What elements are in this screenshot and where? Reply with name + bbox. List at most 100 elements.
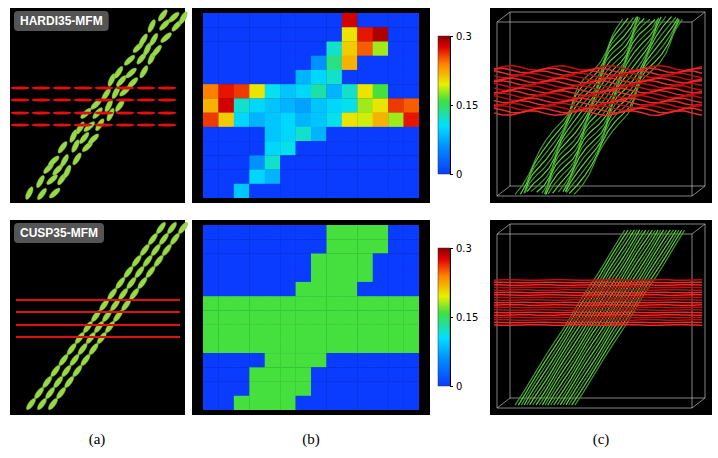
- green-glyph: [74, 121, 86, 136]
- box-edge: [497, 12, 510, 22]
- red-streamline: [494, 321, 702, 323]
- heatmap-cell: [280, 98, 296, 113]
- colorbar-tick: 0.15: [450, 312, 478, 323]
- box-edge: [510, 12, 705, 13]
- heatmap-cell: [249, 127, 265, 142]
- box-edge: [692, 12, 705, 22]
- tract-panel: [490, 8, 712, 203]
- heatmap-cell: [373, 70, 389, 85]
- heatmap-cell: [404, 339, 419, 354]
- heatmap-cell: [404, 98, 419, 113]
- box-edge: [705, 12, 706, 186]
- red-glyph: [32, 98, 51, 101]
- heatmap-cell: [388, 353, 404, 368]
- heatmap-cell: [326, 382, 342, 397]
- heatmap-cell: [203, 239, 219, 254]
- heatmap-cell: [203, 367, 219, 382]
- badge-background: [14, 11, 109, 31]
- heatmap-cell: [404, 170, 419, 185]
- heatmap-cell: [404, 141, 419, 156]
- heatmap-cell: [280, 113, 296, 128]
- heatmap-cell: [218, 98, 234, 113]
- heatmap-cell: [203, 41, 219, 56]
- heatmap-cell: [357, 339, 373, 354]
- heatmap-cell: [218, 310, 234, 325]
- heatmap-cell: [373, 268, 389, 283]
- heatmap-cell: [342, 268, 358, 283]
- box-edge: [497, 398, 510, 408]
- heatmap-cell: [280, 296, 296, 311]
- heatmap-cell: [342, 325, 358, 340]
- heatmap-cell: [218, 382, 234, 397]
- heatmap-cell: [311, 27, 327, 42]
- heatmap-cell: [280, 41, 296, 56]
- red-streamline: [494, 279, 702, 281]
- heatmap-cell: [296, 184, 312, 198]
- colorbar-tick-mark: [450, 36, 453, 37]
- heatmap-cell: [265, 184, 281, 198]
- heatmap-cell: [311, 268, 327, 283]
- heatmap-cell: [311, 170, 327, 185]
- heatmap-cell: [342, 113, 358, 128]
- red-glyph: [53, 98, 72, 101]
- heatmap-cell: [342, 282, 358, 297]
- red-glyph: [11, 123, 30, 126]
- red-streamline: [494, 299, 702, 301]
- heatmap-cell: [296, 41, 312, 56]
- green-glyph: [87, 132, 101, 145]
- heatmap-cell: [265, 27, 281, 42]
- heatmap-cell: [404, 27, 419, 42]
- heatmap-cell: [296, 13, 312, 28]
- red-glyph: [116, 111, 135, 114]
- heatmap-cell: [234, 382, 250, 397]
- heatmap-cell: [373, 310, 389, 325]
- heatmap-cell: [342, 70, 358, 85]
- heatmap-cell: [342, 239, 358, 254]
- heatmap-cell: [357, 282, 373, 297]
- heatmap-cell: [249, 253, 265, 268]
- heatmap-cell: [265, 382, 281, 397]
- box-edge: [497, 186, 510, 196]
- red-streamline: [494, 314, 702, 316]
- heatmap-cell: [388, 268, 404, 283]
- heatmap-cell: [357, 268, 373, 283]
- heatmap-cell: [203, 382, 219, 397]
- heatmap-cell: [342, 296, 358, 311]
- heatmap-cell: [326, 367, 342, 382]
- badge-title: CUSP35-MFM: [20, 226, 98, 240]
- heatmap-cell: [357, 184, 373, 198]
- heatmap-cell: [296, 98, 312, 113]
- panel-background: [192, 220, 430, 415]
- heatmap-cell: [373, 141, 389, 156]
- heatmap-cell: [203, 84, 219, 99]
- heatmap-cell: [311, 41, 327, 56]
- green-glyph: [146, 19, 157, 34]
- green-glyph: [113, 65, 125, 80]
- red-streamline: [494, 284, 702, 286]
- panel-label: (c): [593, 431, 610, 448]
- heatmap-cell: [404, 367, 419, 382]
- heatmap-cell: [311, 282, 327, 297]
- heatmap-cell: [296, 56, 312, 71]
- heatmap-cell: [296, 84, 312, 99]
- heatmap-cell: [265, 310, 281, 325]
- heatmap-cell: [357, 98, 373, 113]
- heatmap-cell: [326, 268, 342, 283]
- heatmap-cell: [280, 127, 296, 142]
- colorbar-tick-mark: [450, 105, 453, 106]
- heatmap-cell: [280, 353, 296, 368]
- heatmap-cell: [234, 127, 250, 142]
- red-glyph: [32, 123, 51, 126]
- red-glyph: [158, 98, 177, 101]
- heatmap-cell: [218, 282, 234, 297]
- colorbar-tick-label: 0: [456, 169, 462, 180]
- heatmap-cell: [249, 98, 265, 113]
- heatmap-cell: [265, 339, 281, 354]
- heatmap-cell: [404, 127, 419, 142]
- box-edge: [692, 224, 705, 234]
- heatmap-cell: [388, 84, 404, 99]
- heatmap-cell: [218, 253, 234, 268]
- heatmap-cell: [234, 113, 250, 128]
- red-streamline: [494, 296, 702, 298]
- heatmap-cell: [388, 382, 404, 397]
